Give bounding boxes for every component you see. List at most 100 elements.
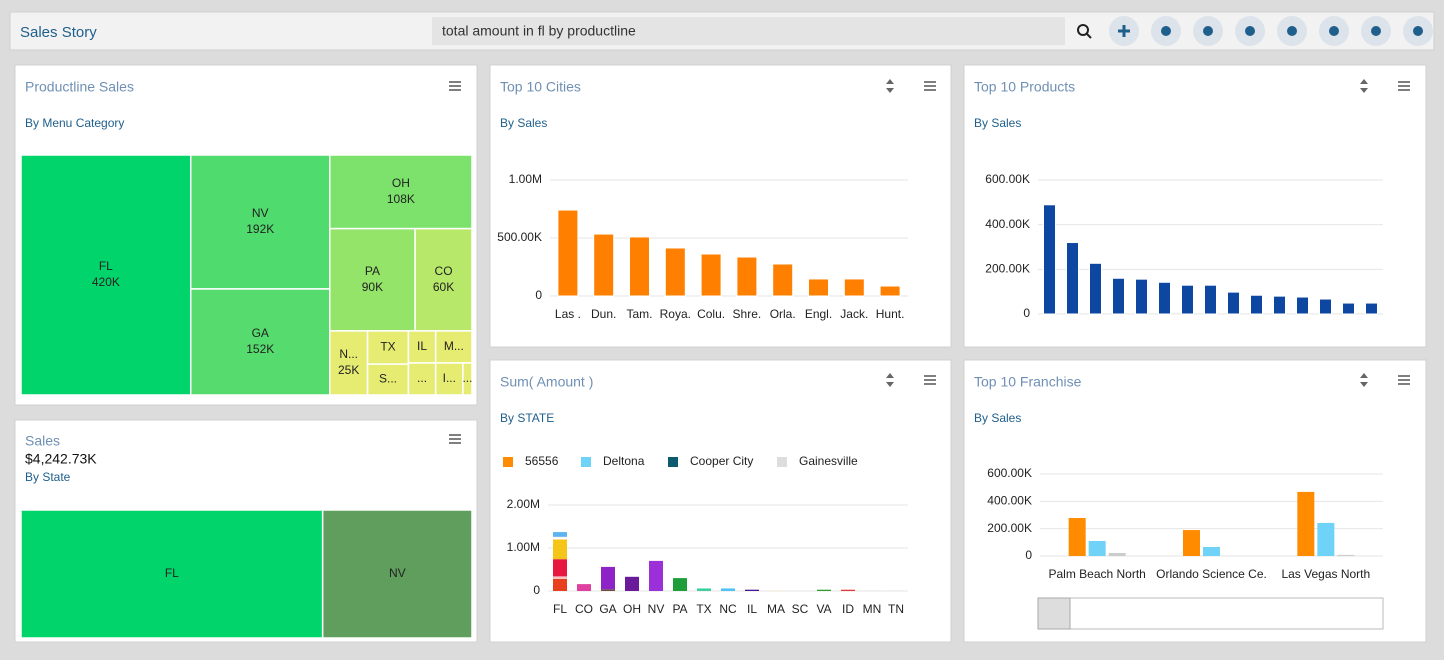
treemap-cell <box>20 154 192 396</box>
cell-value-label: 192K <box>246 222 274 236</box>
cell-label: GA <box>252 326 269 340</box>
menu-icon[interactable] <box>1398 81 1410 91</box>
y-tick-label: 600.00K <box>985 172 1030 186</box>
search-text: total amount in fl by productline <box>442 23 636 39</box>
search-box[interactable] <box>432 17 1065 45</box>
icon <box>1161 26 1171 36</box>
x-tick-label: Roya. <box>660 307 691 321</box>
bar-segment <box>649 560 663 591</box>
x-tick-label: Orla. <box>770 307 796 321</box>
panel-title: Top 10 Cities <box>500 79 581 95</box>
y-tick-label: 500.00K <box>497 230 542 244</box>
bar-segment <box>553 539 567 560</box>
cell-label: S... <box>379 372 397 386</box>
panel <box>963 64 1427 348</box>
cell-label: FL <box>165 566 179 580</box>
bar <box>772 263 794 297</box>
sort-icon[interactable] <box>1360 373 1368 387</box>
cell-label: ... <box>462 371 472 385</box>
x-tick-label: OH <box>623 602 641 616</box>
x-tick-label: Hunt. <box>876 307 905 321</box>
x-tick-label: PA <box>672 602 687 616</box>
bar-segment <box>721 588 735 591</box>
cell-label: ... <box>417 371 427 385</box>
navigator[interactable] <box>1037 597 1384 630</box>
icon <box>1203 26 1213 36</box>
panel <box>489 64 952 348</box>
y-tick-label: 0 <box>1025 548 1032 562</box>
bar-segment <box>553 536 567 540</box>
x-tick-label: NC <box>719 602 737 616</box>
bar <box>736 256 758 297</box>
bar <box>1203 546 1220 556</box>
legend-label: 56556 <box>525 454 559 468</box>
cell-value-label: 90K <box>362 280 383 294</box>
legend-label: Gainesville <box>799 454 858 468</box>
treemap-cell <box>189 154 331 290</box>
x-tick-label: MA <box>767 602 785 616</box>
bar-segment <box>817 589 831 591</box>
navigator-handle[interactable] <box>1037 597 1071 630</box>
treemap-cell <box>328 227 416 332</box>
x-tick-label: CO <box>575 602 593 616</box>
panel-subtitle: By Sales <box>500 116 547 130</box>
cell-value-label: 108K <box>387 192 415 206</box>
y-tick-label: 200.00K <box>985 262 1030 276</box>
treemap-cell <box>20 509 324 639</box>
cell-label: TX <box>380 340 395 354</box>
bar <box>1043 204 1056 315</box>
bar <box>1317 522 1335 556</box>
y-tick-label: 1.00M <box>509 172 542 186</box>
x-tick-label: MN <box>863 602 882 616</box>
bar <box>1135 278 1148 315</box>
y-tick-label: 1.00M <box>507 540 540 554</box>
menu-icon[interactable] <box>1398 375 1410 385</box>
sort-icon[interactable] <box>1360 79 1368 93</box>
bar-segment <box>745 589 759 591</box>
menu-icon[interactable] <box>449 434 461 444</box>
treemap-cell <box>328 154 473 230</box>
bar <box>843 278 865 297</box>
x-tick-label: Shre. <box>733 307 762 321</box>
bar <box>1068 518 1086 556</box>
treemap-cell <box>462 362 473 396</box>
cell-value-label: 60K <box>433 280 454 294</box>
cell-label: OH <box>392 176 410 190</box>
y-tick-label: 0 <box>1023 306 1030 320</box>
bar <box>557 209 579 297</box>
cell-label: N... <box>339 347 358 361</box>
treemap-cell <box>328 330 369 396</box>
menu-icon[interactable] <box>924 81 936 91</box>
cell-value-label: 25K <box>338 363 359 377</box>
x-tick-label: Las . <box>555 307 581 321</box>
icon <box>1287 26 1297 36</box>
cell-value-label: 152K <box>246 342 274 356</box>
cell-label: M... <box>444 339 464 353</box>
x-tick-label: Dun. <box>591 307 616 321</box>
story-title: Sales Story <box>20 24 97 41</box>
bar-segment <box>553 576 567 579</box>
panel-title: Productline Sales <box>25 79 134 95</box>
legend-swatch <box>581 457 591 467</box>
x-tick-label: Palm Beach North <box>1048 567 1145 581</box>
bar <box>1089 262 1102 315</box>
cell-label: CO <box>435 264 453 278</box>
treemap-cell <box>321 509 473 639</box>
legend-label: Cooper City <box>690 454 753 468</box>
sort-icon[interactable] <box>886 79 894 93</box>
cell-label: FL <box>99 259 113 273</box>
panel-subtitle: By Menu Category <box>25 116 124 130</box>
search-icon[interactable] <box>1077 24 1092 39</box>
menu-icon[interactable] <box>924 375 936 385</box>
x-tick-label: ID <box>842 602 854 616</box>
bar <box>700 253 722 297</box>
menu-icon[interactable] <box>449 81 461 91</box>
bar <box>1158 281 1171 315</box>
bar <box>1342 302 1355 315</box>
y-tick-label: 2.00M <box>507 497 540 511</box>
bar <box>1088 540 1106 556</box>
x-tick-label: TN <box>888 602 904 616</box>
x-tick-label: Orlando Science Ce. <box>1156 567 1267 581</box>
sort-icon[interactable] <box>886 373 894 387</box>
